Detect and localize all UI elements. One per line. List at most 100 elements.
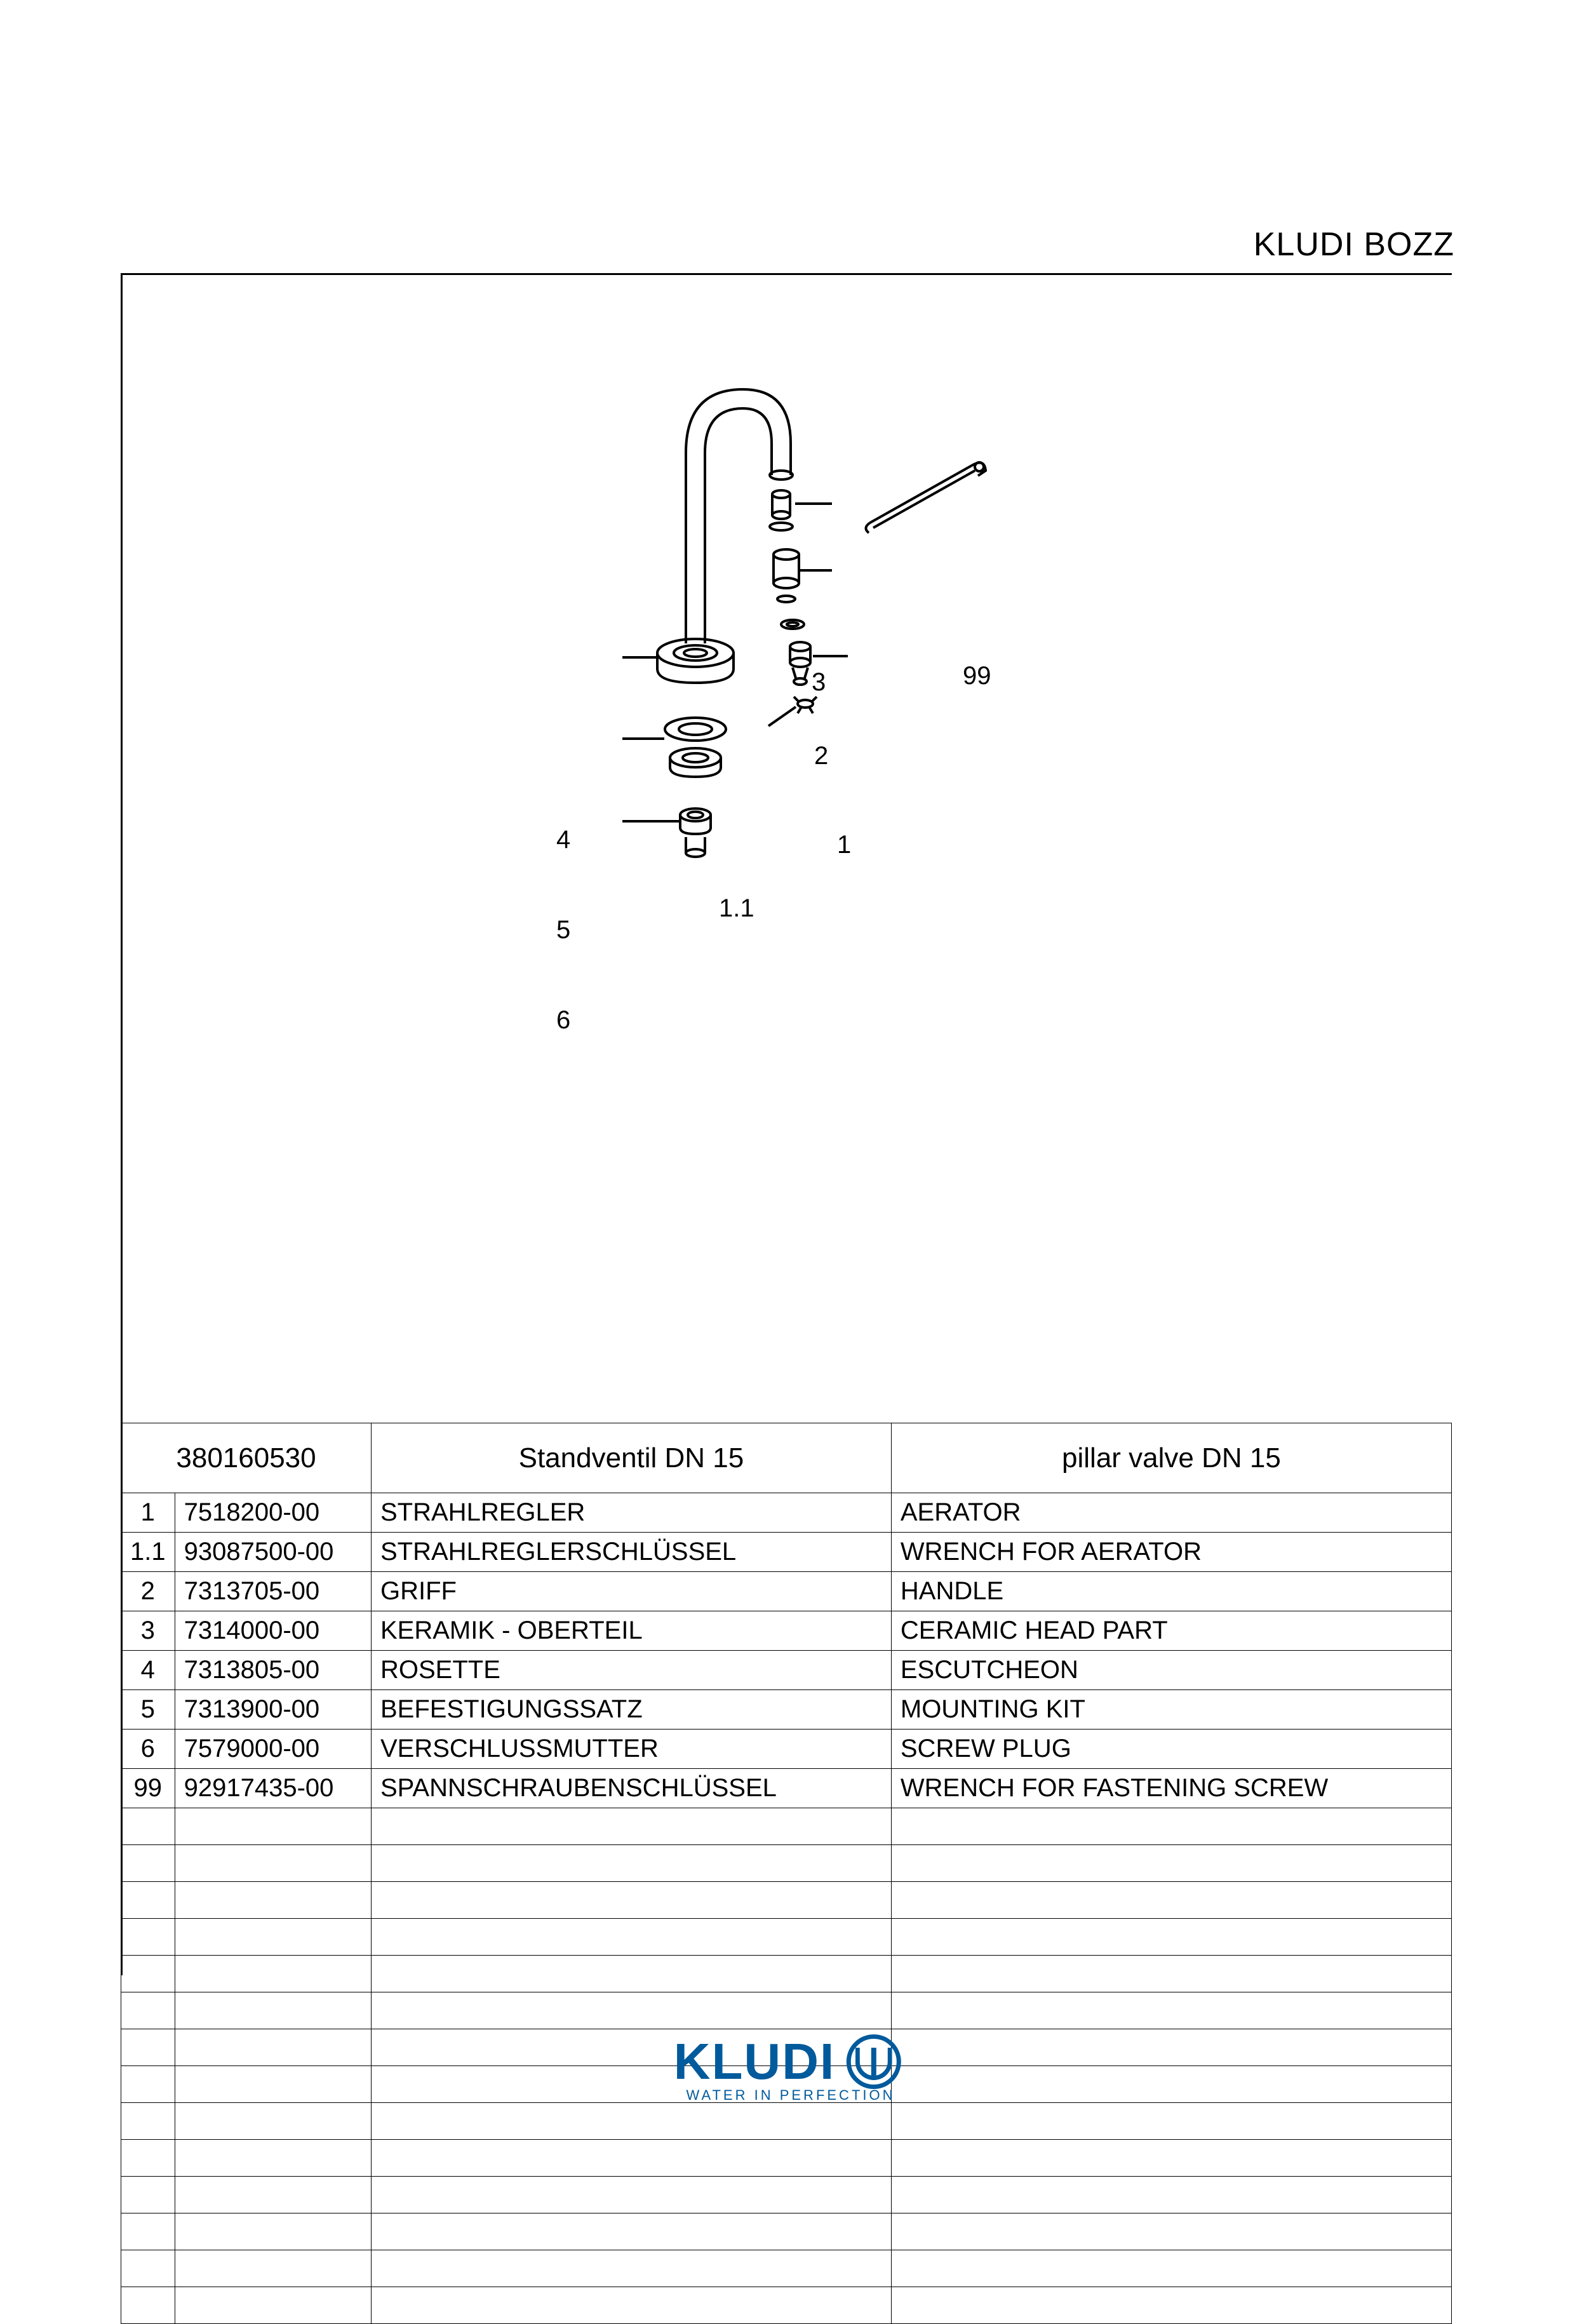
callout-1: 1 (837, 831, 851, 859)
pos-cell (121, 1919, 175, 1956)
de-cell (372, 1956, 892, 1992)
pos-cell (121, 1956, 175, 1992)
pos-cell (121, 1845, 175, 1882)
product-name-en: pillar valve DN 15 (891, 1423, 1451, 1493)
brand-tagline: WATER IN PERFECTION (680, 2087, 901, 2104)
code-cell (175, 2250, 371, 2287)
pos-cell (121, 2103, 175, 2140)
en-cell: HANDLE (891, 1572, 1451, 1611)
en-cell (891, 1808, 1451, 1845)
product-code-header: 380160530 (121, 1423, 372, 1493)
en-cell: AERATOR (891, 1493, 1451, 1533)
callout-3: 3 (812, 668, 826, 697)
pos-cell: 2 (121, 1572, 175, 1611)
table-row (121, 1919, 1452, 1956)
en-cell (891, 2140, 1451, 2177)
code-cell (175, 2029, 371, 2066)
pos-cell (121, 1808, 175, 1845)
en-cell (891, 2250, 1451, 2287)
de-cell (372, 2213, 892, 2250)
pos-cell (121, 1992, 175, 2029)
callout-4: 4 (556, 826, 570, 854)
code-cell (175, 2066, 371, 2103)
pos-cell: 6 (121, 1730, 175, 1769)
pos-cell: 99 (121, 1769, 175, 1808)
de-cell (372, 1808, 892, 1845)
de-cell: SPANNSCHRAUBENSCHLÜSSEL (372, 1769, 892, 1808)
code-cell: 93087500-00 (175, 1533, 371, 1572)
callout-99: 99 (963, 662, 991, 690)
page-title: KLUDI BOZZ (1254, 225, 1454, 264)
pos-cell (121, 2140, 175, 2177)
de-cell (372, 1882, 892, 1919)
code-cell (175, 1845, 371, 1882)
en-cell (891, 1919, 1451, 1956)
pos-cell: 3 (121, 1611, 175, 1651)
table-header-row: 380160530 Standventil DN 15 pillar valve… (121, 1423, 1452, 1493)
code-cell (175, 2213, 371, 2250)
code-cell (175, 1882, 371, 1919)
pos-cell: 4 (121, 1651, 175, 1690)
code-cell (175, 1919, 371, 1956)
en-cell (891, 2029, 1451, 2066)
exploded-diagram (123, 275, 1452, 1177)
en-cell (891, 1956, 1451, 1992)
de-cell: KERAMIK - OBERTEIL (372, 1611, 892, 1651)
pos-cell (121, 2250, 175, 2287)
footer-logo: KLUDI WATER IN PERFECTION (674, 2032, 901, 2104)
table-row: 67579000-00VERSCHLUSSMUTTERSCREW PLUG (121, 1730, 1452, 1769)
table-row (121, 2140, 1452, 2177)
en-cell (891, 2066, 1451, 2103)
de-cell: BEFESTIGUNGSSATZ (372, 1690, 892, 1730)
de-cell: GRIFF (372, 1572, 892, 1611)
en-cell (891, 1992, 1451, 2029)
en-cell (891, 1882, 1451, 1919)
en-cell: WRENCH FOR AERATOR (891, 1533, 1451, 1572)
table-row (121, 2213, 1452, 2250)
table-row (121, 2103, 1452, 2140)
table-row: 37314000-00KERAMIK - OBERTEILCERAMIC HEA… (121, 1611, 1452, 1651)
table-row: 27313705-00GRIFFHANDLE (121, 1572, 1452, 1611)
de-cell (372, 1919, 892, 1956)
en-cell: MOUNTING KIT (891, 1690, 1451, 1730)
table-row (121, 2177, 1452, 2213)
de-cell: STRAHLREGLERSCHLÜSSEL (372, 1533, 892, 1572)
en-cell: SCREW PLUG (891, 1730, 1451, 1769)
code-cell (175, 1992, 371, 2029)
code-cell (175, 2103, 371, 2140)
code-cell: 7579000-00 (175, 1730, 371, 1769)
code-cell (175, 2287, 371, 2324)
table-row (121, 1956, 1452, 1992)
pos-cell (121, 2066, 175, 2103)
table-row (121, 2250, 1452, 2287)
callout-1-1: 1.1 (719, 894, 754, 923)
en-cell: WRENCH FOR FASTENING SCREW (891, 1769, 1451, 1808)
en-cell (891, 2103, 1451, 2140)
callout-6: 6 (556, 1006, 570, 1035)
table-row (121, 1808, 1452, 1845)
pos-cell: 1 (121, 1493, 175, 1533)
table-row (121, 1992, 1452, 2029)
brand-name: KLUDI (674, 2032, 835, 2091)
table-row (121, 2287, 1452, 2324)
en-cell (891, 2287, 1451, 2324)
pos-cell (121, 1882, 175, 1919)
de-cell (372, 1845, 892, 1882)
pos-cell (121, 2213, 175, 2250)
pos-cell: 5 (121, 1690, 175, 1730)
callout-5: 5 (556, 916, 570, 944)
en-cell (891, 2177, 1451, 2213)
parts-table: 380160530 Standventil DN 15 pillar valve… (121, 1423, 1452, 2324)
de-cell (372, 2140, 892, 2177)
en-cell: ESCUTCHEON (891, 1651, 1451, 1690)
table-row: 9992917435-00SPANNSCHRAUBENSCHLÜSSELWREN… (121, 1769, 1452, 1808)
de-cell (372, 2103, 892, 2140)
pos-cell (121, 2287, 175, 2324)
de-cell: VERSCHLUSSMUTTER (372, 1730, 892, 1769)
table-row (121, 1845, 1452, 1882)
table-row (121, 1882, 1452, 1919)
table-row: 17518200-00STRAHLREGLERAERATOR (121, 1493, 1452, 1533)
de-cell: ROSETTE (372, 1651, 892, 1690)
table-row: 1.193087500-00STRAHLREGLERSCHLÜSSELWRENC… (121, 1533, 1452, 1572)
pos-cell: 1.1 (121, 1533, 175, 1572)
